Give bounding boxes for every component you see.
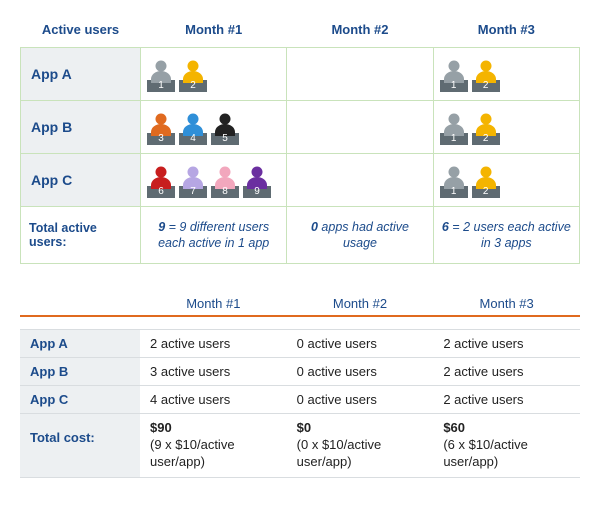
user-cell: [287, 101, 433, 154]
value-cell: 0 active users: [287, 386, 434, 414]
orange-rule: [20, 316, 580, 330]
user-cell: 6789: [141, 154, 287, 207]
user-icon: 2: [472, 165, 500, 198]
user-icon: 6: [147, 165, 175, 198]
table-row: App B345 12: [21, 101, 580, 154]
app-label: App C: [21, 154, 141, 207]
col-header: Month #2: [287, 290, 434, 316]
app-label: App B: [21, 101, 141, 154]
app-label: App A: [20, 330, 140, 358]
col-header: Month #1: [140, 290, 287, 316]
table-row: App C4 active users0 active users2 activ…: [20, 386, 580, 414]
value-cell: 2 active users: [140, 330, 287, 358]
app-label: App B: [20, 358, 140, 386]
app-label: App A: [21, 48, 141, 101]
table-row: App C6789 12: [21, 154, 580, 207]
table-row: App A2 active users0 active users2 activ…: [20, 330, 580, 358]
user-cell: 12: [433, 154, 579, 207]
bottom-totals-row: Total cost: $90(9 x $10/active user/app)…: [20, 414, 580, 478]
top-totals-row: Total active users: 9 = 9 different user…: [21, 207, 580, 264]
user-icon: 1: [440, 59, 468, 92]
bottom-header-row: Month #1 Month #2 Month #3: [20, 290, 580, 316]
col-header: Month #2: [287, 14, 433, 48]
user-icon: 9: [243, 165, 271, 198]
value-cell: 2 active users: [433, 386, 580, 414]
user-cell: 12: [433, 48, 579, 101]
user-icon: 2: [472, 112, 500, 145]
total-cell: 0 apps had active usage: [287, 207, 433, 264]
total-active-users-label: Total active users:: [21, 207, 141, 264]
top-header-row: Active users Month #1 Month #2 Month #3: [21, 14, 580, 48]
table-row: App B3 active users0 active users2 activ…: [20, 358, 580, 386]
value-cell: 2 active users: [433, 330, 580, 358]
user-cell: 345: [141, 101, 287, 154]
user-icon: 5: [211, 112, 239, 145]
total-cell: 6 = 2 users each active in 3 apps: [433, 207, 579, 264]
user-cell: 12: [141, 48, 287, 101]
value-cell: 4 active users: [140, 386, 287, 414]
active-users-table: Active users Month #1 Month #2 Month #3 …: [20, 14, 580, 264]
col-header: Active users: [21, 14, 141, 48]
app-label: App C: [20, 386, 140, 414]
cost-cell: $60(6 x $10/active user/app): [433, 414, 580, 478]
total-cost-label: Total cost:: [20, 414, 140, 478]
user-cell: [287, 154, 433, 207]
user-icon: 1: [147, 59, 175, 92]
user-icon: 2: [179, 59, 207, 92]
user-icon: 8: [211, 165, 239, 198]
user-icon: 7: [179, 165, 207, 198]
user-icon: 1: [440, 165, 468, 198]
cost-cell: $0(0 x $10/active user/app): [287, 414, 434, 478]
cost-table: Month #1 Month #2 Month #3 App A2 active…: [20, 290, 580, 478]
user-cell: [287, 48, 433, 101]
value-cell: 3 active users: [140, 358, 287, 386]
cost-cell: $90(9 x $10/active user/app): [140, 414, 287, 478]
col-header: Month #1: [141, 14, 287, 48]
value-cell: 0 active users: [287, 330, 434, 358]
col-header: Month #3: [433, 14, 579, 48]
value-cell: 2 active users: [433, 358, 580, 386]
col-header: Month #3: [433, 290, 580, 316]
value-cell: 0 active users: [287, 358, 434, 386]
table-row: App A1212: [21, 48, 580, 101]
user-cell: 12: [433, 101, 579, 154]
total-cell: 9 = 9 different users each active in 1 a…: [141, 207, 287, 264]
user-icon: 4: [179, 112, 207, 145]
user-icon: 3: [147, 112, 175, 145]
user-icon: 2: [472, 59, 500, 92]
user-icon: 1: [440, 112, 468, 145]
